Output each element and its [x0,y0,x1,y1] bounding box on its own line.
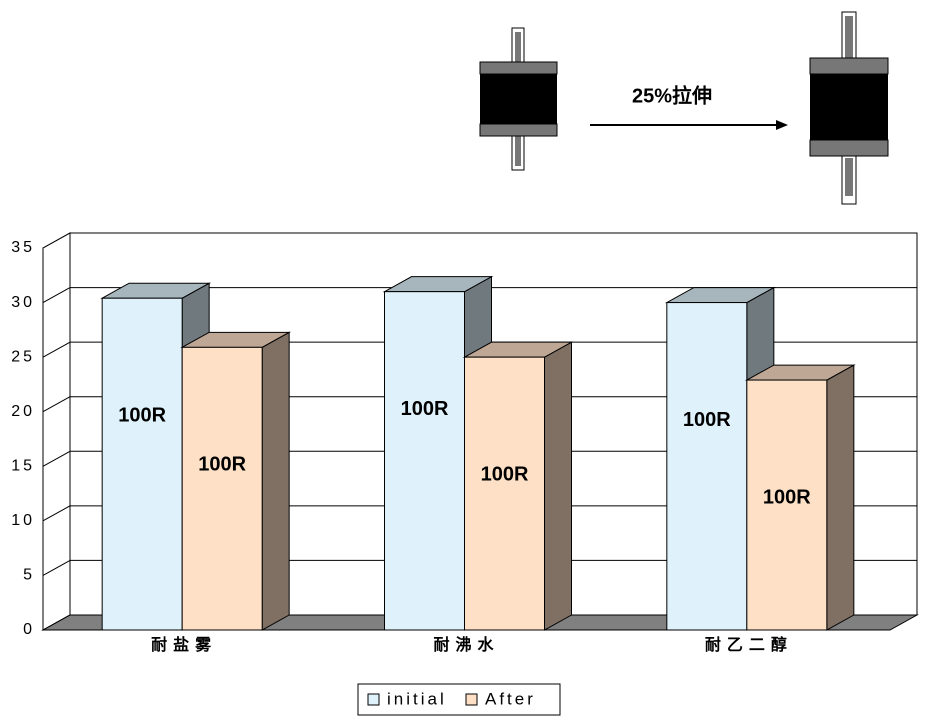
tick-line [42,341,71,358]
tick-line [42,396,71,413]
bar [464,356,545,631]
stretch-diagram: 25%拉伸 [479,11,889,205]
y-tick-label: 35 [11,239,35,256]
bar-side [826,364,855,631]
bar [384,291,465,631]
bar-label: 100R [401,398,449,420]
y-tick-label: 0 [23,621,35,638]
tick-line [42,232,71,249]
bar-side [544,341,572,631]
legend-label: After [485,689,536,708]
bar [181,346,263,631]
y-tick-label: 10 [11,512,35,529]
y-tick-label: 25 [11,348,35,365]
tick-line [42,287,71,304]
legend-swatch [465,693,478,706]
bar [101,297,183,631]
left-wall [42,232,71,631]
bar [666,302,748,631]
tick-line [42,614,71,631]
tick-line [42,505,71,522]
x-tick-label: 耐盐雾 [151,635,217,654]
x-tick-label: 耐沸水 [433,635,499,654]
y-tick-label: 20 [11,403,35,420]
annotation: 25%拉伸 [632,83,712,107]
tick-line [42,559,71,576]
bar-side [261,331,290,631]
bar-label: 100R [763,486,811,508]
bar-label: 100R [683,409,731,431]
bar-label: 100R [198,454,246,476]
legend-swatch [367,693,380,706]
bar [746,379,828,631]
tick-line [42,450,71,467]
bar-label: 100R [481,463,529,485]
y-tick-label: 15 [11,458,35,475]
bar-label: 100R [118,404,166,426]
legend [357,683,561,716]
y-tick-label: 5 [23,567,35,584]
x-tick-label: 耐乙二醇 [705,635,793,654]
y-tick-label: 30 [11,294,35,311]
legend-label: initial [387,689,447,708]
